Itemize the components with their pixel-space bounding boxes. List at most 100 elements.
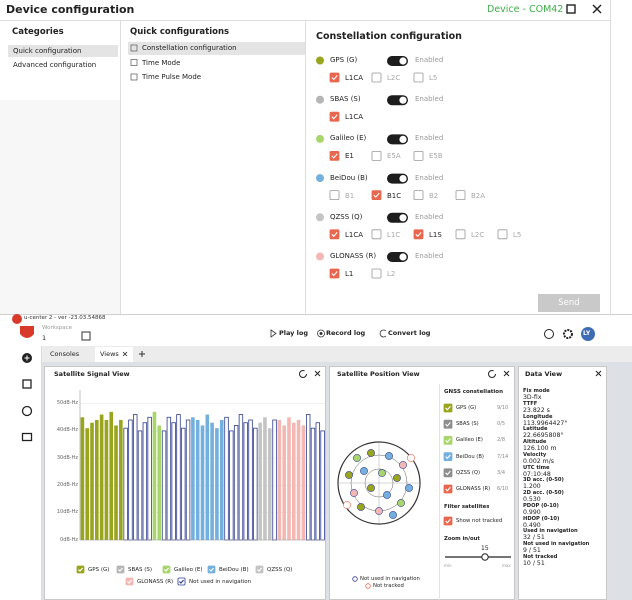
satellite — [399, 461, 407, 469]
signal-checkbox[interactable] — [371, 268, 382, 279]
tab[interactable]: Consoles — [50, 350, 80, 358]
check-mark — [118, 567, 124, 572]
legend-checkbox[interactable] — [162, 565, 171, 574]
data-label: PDOP (0-10) — [523, 502, 559, 509]
legend-label: GLONASS (R) — [137, 578, 174, 585]
signal-label: L1C — [387, 230, 401, 239]
constellation-dot — [316, 174, 324, 183]
category-item[interactable]: Advanced configuration — [13, 61, 97, 69]
refresh-icon[interactable] — [488, 370, 496, 378]
satellite — [405, 484, 413, 492]
constellation-checkbox[interactable] — [443, 484, 453, 494]
nav-icon[interactable] — [21, 405, 33, 417]
check-mark — [445, 486, 451, 492]
signal-bar — [85, 428, 90, 540]
signal-checkbox[interactable] — [497, 229, 508, 240]
signal-checkbox[interactable] — [329, 111, 340, 122]
constellation-checkbox[interactable] — [443, 452, 453, 462]
y-tick-label: 40dB-Hz — [56, 427, 78, 434]
signal-checkbox[interactable] — [413, 72, 424, 83]
signal-checkbox[interactable] — [371, 190, 382, 201]
satellite — [360, 467, 368, 475]
selected-row — [8, 45, 118, 57]
signal-bar — [310, 427, 316, 541]
signal-checkbox[interactable] — [455, 190, 466, 201]
close-icon[interactable] — [503, 370, 510, 377]
enabled-label: Enabled — [415, 134, 444, 143]
data-value: 1.200 — [523, 483, 541, 491]
data-label: Used in navigation — [523, 528, 578, 535]
check-mark — [331, 271, 338, 277]
user-avatar[interactable] — [581, 327, 595, 341]
legend-label: QZSS (Q) — [267, 566, 293, 573]
signal-checkbox[interactable] — [371, 150, 382, 161]
enabled-label: Enabled — [415, 252, 444, 260]
legend-checkbox[interactable] — [255, 565, 264, 574]
signal-checkbox[interactable] — [329, 150, 340, 161]
quick-item[interactable]: Time Pulse Mode — [142, 73, 202, 81]
signal-checkbox[interactable] — [329, 190, 340, 201]
signal-bar — [248, 419, 253, 541]
add-tab-icon[interactable] — [139, 351, 145, 357]
legend-checkbox[interactable] — [76, 565, 85, 574]
workspace-icon[interactable] — [81, 331, 91, 341]
toolbar-action[interactable]: Play log — [279, 329, 309, 337]
constellation-dot — [316, 213, 324, 222]
list-heading: GNSS constellation — [444, 389, 503, 395]
y-tick-label: 30dB-Hz — [56, 454, 78, 461]
zoom-knob[interactable] — [481, 553, 489, 561]
signal-label: L1CA — [345, 74, 364, 82]
signal-checkbox[interactable] — [371, 72, 382, 83]
signal-checkbox[interactable] — [371, 229, 382, 240]
signal-checkbox[interactable] — [413, 229, 424, 240]
settings-icon[interactable] — [563, 329, 573, 339]
signal-checkbox[interactable] — [329, 72, 340, 83]
legend-checkbox[interactable] — [116, 565, 125, 574]
constellation-checkbox[interactable] — [443, 419, 453, 429]
convert-icon[interactable] — [379, 329, 387, 338]
filter-checkbox[interactable] — [443, 516, 453, 526]
close-icon[interactable] — [595, 370, 602, 377]
toolbar-action[interactable]: Convert log — [388, 329, 431, 337]
legend-checkbox[interactable] — [177, 577, 186, 586]
quick-item[interactable]: Time Mode — [142, 58, 181, 67]
nav-icon[interactable] — [22, 379, 32, 389]
constellation-name: BeiDou (B) — [330, 173, 368, 182]
help-icon[interactable] — [544, 329, 554, 339]
y-tick-label: 0dB-Hz — [60, 536, 78, 543]
quick-item[interactable]: Constellation configuration — [142, 44, 237, 52]
signal-bar — [181, 427, 186, 541]
constellation-checkbox[interactable] — [443, 435, 453, 445]
signal-checkbox[interactable] — [329, 268, 340, 279]
nav-icon[interactable] — [21, 432, 33, 442]
close-icon[interactable] — [122, 351, 128, 357]
signal-checkbox[interactable] — [455, 229, 466, 240]
send-button[interactable]: Send — [538, 294, 600, 312]
close-icon[interactable] — [592, 4, 602, 14]
signal-checkbox[interactable] — [329, 229, 340, 240]
constellation-checkbox[interactable] — [443, 403, 453, 413]
record-icon[interactable] — [317, 329, 325, 338]
signal-bar — [114, 425, 118, 540]
legend-checkbox[interactable] — [207, 565, 216, 574]
maximize-icon[interactable] — [566, 4, 576, 14]
signal-bar — [238, 414, 244, 541]
toolbar-action[interactable]: Record log — [326, 329, 366, 337]
check-mark — [127, 579, 133, 584]
legend-checkbox[interactable] — [125, 577, 134, 586]
signal-checkbox[interactable] — [413, 150, 424, 161]
refresh-icon[interactable] — [299, 370, 307, 378]
signal-label: B1C — [387, 191, 402, 200]
legend-label: Not used in navigation — [189, 578, 252, 585]
category-item[interactable]: Quick configuration — [13, 47, 82, 55]
signal-checkbox[interactable] — [413, 190, 424, 201]
constellation-checkbox[interactable] — [443, 468, 453, 478]
close-icon[interactable] — [314, 370, 321, 377]
signal-bar — [90, 422, 94, 540]
enabled-label: Enabled — [415, 56, 444, 64]
data-label: Altitude — [523, 439, 547, 445]
list-icon — [130, 44, 138, 52]
play-icon[interactable] — [270, 329, 277, 338]
toggle-knob — [399, 214, 407, 222]
tab[interactable]: Views — [100, 350, 119, 358]
